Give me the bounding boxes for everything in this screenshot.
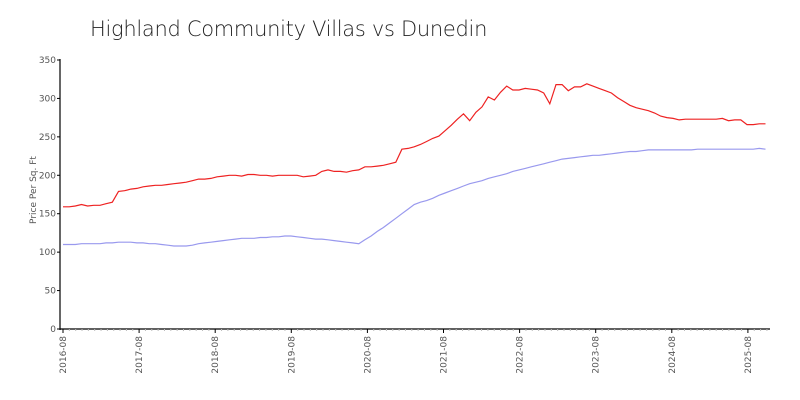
y-axis: 0 50 100 150 200 250 300 350 <box>39 56 61 335</box>
x-tick-label: 2020-08 <box>363 336 373 374</box>
x-tick-label: 2025-08 <box>744 336 754 374</box>
y-tick-label: 200 <box>39 171 56 181</box>
x-tick-label: 2022-08 <box>516 336 526 374</box>
y-tick-label: 250 <box>39 133 56 143</box>
y-tick-label: 300 <box>39 94 56 104</box>
y-tick-label: 0 <box>50 325 56 335</box>
y-axis-label: Price Per Sq. Ft <box>29 156 39 224</box>
x-tick-label: 2019-08 <box>287 336 297 374</box>
x-tick-label: 2018-08 <box>211 336 221 374</box>
x-tick-label: 2017-08 <box>135 336 145 374</box>
x-tick-label: 2016-08 <box>59 336 69 374</box>
y-tick-label: 100 <box>39 248 56 258</box>
x-axis: 2016-08 2017-08 2018-08 2019-08 2020-08 2021-… <box>59 328 770 374</box>
x-tick-label: 2024-08 <box>668 336 678 374</box>
y-tick-label: 350 <box>39 56 56 66</box>
chart-title: Highland Community Villas vs Dunedin <box>90 17 488 41</box>
series-line-highland-community-villas <box>63 83 766 208</box>
x-tick-label: 2021-08 <box>440 336 450 374</box>
y-tick-label: 150 <box>39 210 56 220</box>
series-lines <box>63 83 766 247</box>
x-tick-label: 2023-08 <box>592 336 602 374</box>
y-tick-label: 50 <box>45 287 57 297</box>
series-line-dunedin <box>63 147 766 247</box>
